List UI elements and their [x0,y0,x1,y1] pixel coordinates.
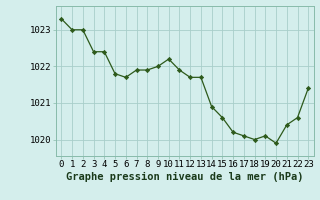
X-axis label: Graphe pression niveau de la mer (hPa): Graphe pression niveau de la mer (hPa) [66,172,304,182]
